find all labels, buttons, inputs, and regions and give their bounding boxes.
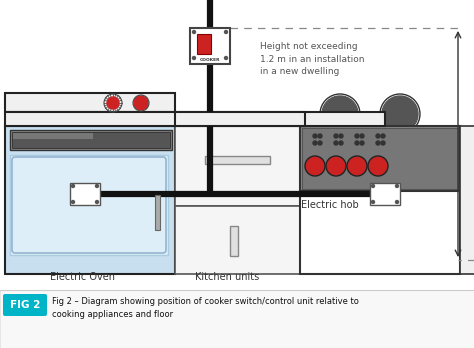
Circle shape <box>372 184 374 188</box>
Bar <box>302 128 458 189</box>
Bar <box>460 126 474 274</box>
Circle shape <box>306 157 324 175</box>
Circle shape <box>107 97 119 109</box>
Circle shape <box>376 134 380 138</box>
Circle shape <box>372 200 374 204</box>
Text: Fig 2 – Diagram showing position of cooker switch/control unit relative to
cooki: Fig 2 – Diagram showing position of cook… <box>52 297 359 319</box>
Circle shape <box>376 141 380 145</box>
Circle shape <box>395 184 399 188</box>
Circle shape <box>95 200 99 204</box>
Circle shape <box>322 96 358 132</box>
Circle shape <box>95 184 99 188</box>
Circle shape <box>318 134 322 138</box>
Text: COOKER: COOKER <box>200 58 220 62</box>
Circle shape <box>381 141 385 145</box>
Bar <box>230 226 238 256</box>
Circle shape <box>225 31 228 33</box>
Bar <box>5 93 175 112</box>
Bar <box>0 0 474 295</box>
Bar <box>0 290 474 348</box>
FancyBboxPatch shape <box>12 157 166 253</box>
Bar <box>12 132 170 148</box>
Circle shape <box>313 141 317 145</box>
Circle shape <box>355 134 359 138</box>
Text: Kitchen units: Kitchen units <box>195 272 259 282</box>
Circle shape <box>355 141 359 145</box>
Bar <box>300 126 460 191</box>
Circle shape <box>381 134 385 138</box>
Bar <box>205 156 270 164</box>
Bar <box>300 191 460 274</box>
Circle shape <box>339 141 343 145</box>
Bar <box>175 206 300 274</box>
Text: FIG 2: FIG 2 <box>10 300 40 310</box>
Bar <box>370 183 400 205</box>
Text: Electric Oven: Electric Oven <box>50 272 115 282</box>
Circle shape <box>382 96 418 132</box>
Bar <box>13 133 93 139</box>
Circle shape <box>72 184 74 188</box>
Bar <box>5 126 175 274</box>
Circle shape <box>225 56 228 60</box>
Bar <box>197 34 211 54</box>
Bar <box>175 126 300 206</box>
Circle shape <box>360 141 364 145</box>
Circle shape <box>334 134 338 138</box>
Bar <box>10 130 172 150</box>
Circle shape <box>313 134 317 138</box>
FancyBboxPatch shape <box>3 294 47 316</box>
Circle shape <box>192 31 195 33</box>
Circle shape <box>360 134 364 138</box>
Circle shape <box>72 200 74 204</box>
Bar <box>5 112 385 126</box>
Circle shape <box>395 200 399 204</box>
Circle shape <box>318 141 322 145</box>
Text: Height not exceeding
1.2 m in an installation
in a new dwelling: Height not exceeding 1.2 m in an install… <box>260 42 365 76</box>
Circle shape <box>134 96 148 110</box>
Bar <box>10 155 168 255</box>
Text: Electric hob: Electric hob <box>301 200 359 210</box>
Bar <box>175 112 305 126</box>
Circle shape <box>192 56 195 60</box>
Circle shape <box>348 157 366 175</box>
Circle shape <box>334 141 338 145</box>
Bar <box>190 28 230 64</box>
Bar <box>155 195 160 230</box>
Bar <box>70 183 100 205</box>
Circle shape <box>327 157 345 175</box>
Circle shape <box>339 134 343 138</box>
Circle shape <box>369 157 387 175</box>
